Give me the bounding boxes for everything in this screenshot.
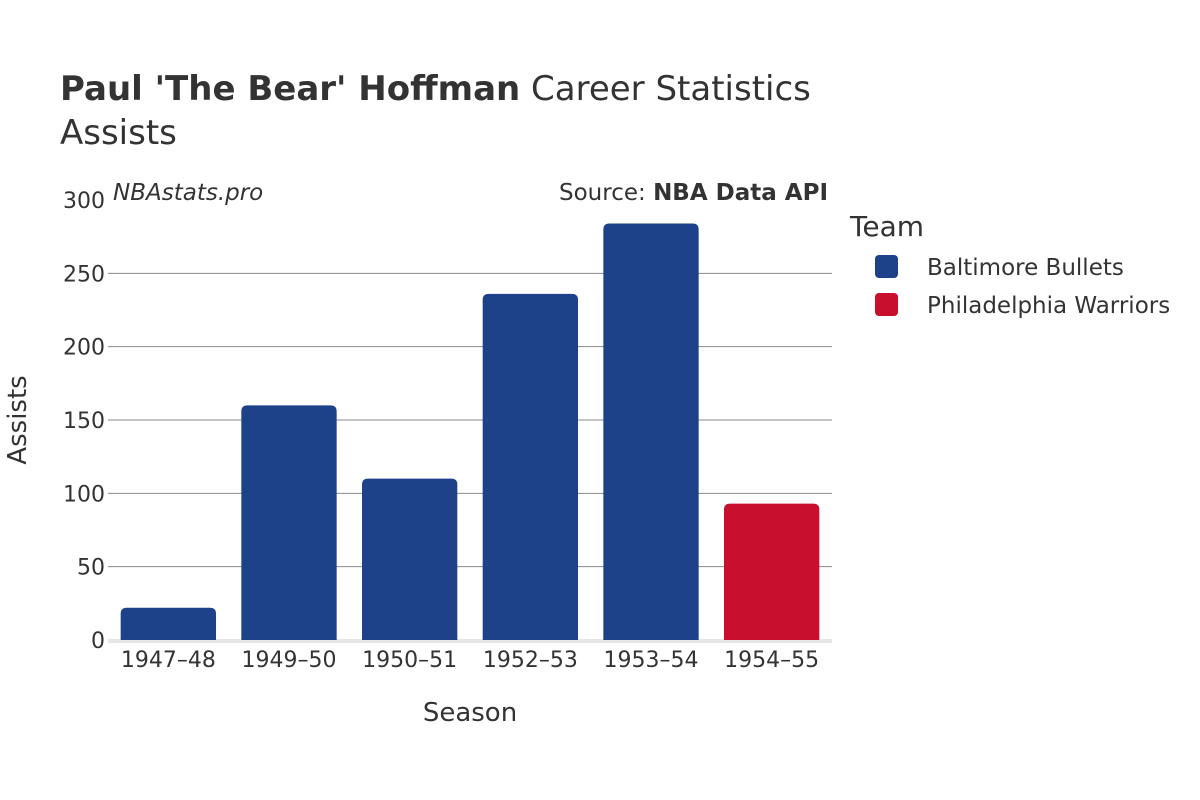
chart-subtitle: Assists [60, 113, 177, 153]
legend-swatch [875, 255, 898, 278]
bar-1953–54[interactable] [603, 223, 699, 640]
chart-title: Paul 'The Bear' Hoffman Career Statistic… [60, 69, 811, 109]
source-prefix: Source: [559, 180, 653, 206]
legend-title: Team [849, 210, 924, 243]
source-name: NBA Data API [653, 180, 828, 206]
y-axis-ticks: 0 50 100 150 200 250 300 [63, 189, 105, 654]
bar-1952–53[interactable] [482, 293, 578, 640]
y-tick-label: 50 [77, 556, 105, 581]
bar-1949–50[interactable] [241, 405, 337, 640]
x-tick-label: 1947–48 [121, 648, 216, 673]
bar-1954–55[interactable] [724, 503, 820, 640]
grid-lines [108, 272, 832, 643]
x-tick-label: 1953–54 [604, 648, 699, 673]
bar-1947–48[interactable] [120, 607, 216, 640]
bars [120, 223, 820, 640]
y-tick-label: 300 [63, 189, 105, 214]
legend-swatch [875, 293, 898, 316]
x-tick-label: 1949–50 [242, 648, 337, 673]
x-axis-ticks: 1947–48 1949–50 1950–51 1952–53 1953–54 1954–… [121, 648, 819, 673]
watermark-text: NBAstats.pro [113, 180, 263, 206]
bar-1950–51[interactable] [362, 478, 458, 640]
legend-item-baltimore-bullets[interactable]: Baltimore Bullets [875, 255, 1124, 281]
y-axis-title: Assists [3, 375, 33, 464]
source-text: Source: NBA Data API [559, 180, 828, 206]
y-tick-label: 150 [63, 409, 105, 434]
y-tick-label: 200 [63, 336, 105, 361]
legend: Team Baltimore Bullets Philadelphia Warr… [849, 210, 1170, 319]
legend-label: Philadelphia Warriors [927, 293, 1170, 319]
x-tick-label: 1954–55 [724, 648, 819, 673]
y-tick-label: 250 [63, 262, 105, 287]
legend-label: Baltimore Bullets [927, 255, 1124, 281]
legend-item-philadelphia-warriors[interactable]: Philadelphia Warriors [875, 293, 1170, 319]
x-axis-title: Season [423, 698, 517, 728]
x-tick-label: 1952–53 [483, 648, 578, 673]
x-tick-label: 1950–51 [362, 648, 457, 673]
chart-title-player: Paul 'The Bear' Hoffman [60, 69, 520, 109]
chart-title-rest: Career Statistics [520, 69, 811, 109]
y-tick-label: 100 [63, 482, 105, 507]
y-tick-label: 0 [91, 629, 105, 654]
